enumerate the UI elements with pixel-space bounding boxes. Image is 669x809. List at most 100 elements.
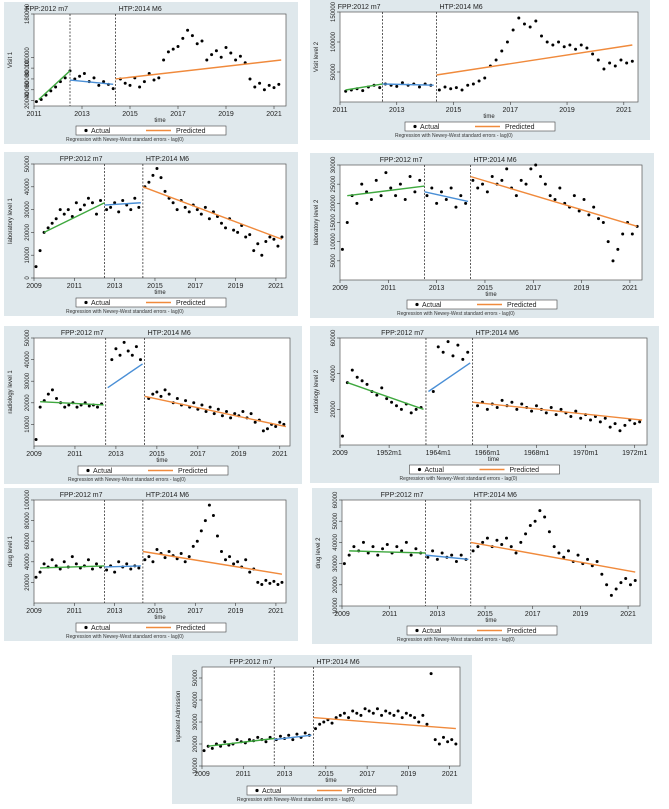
- y-tick-label: 10000: [331, 233, 337, 250]
- actual-point: [543, 515, 547, 519]
- actual-point: [183, 205, 187, 209]
- actual-point: [117, 210, 121, 214]
- plot-area: [201, 666, 461, 767]
- actual-point: [505, 167, 509, 171]
- x-tick-label: 2011: [67, 608, 82, 615]
- actual-point: [350, 368, 354, 372]
- legend-actual-marker: [255, 788, 259, 793]
- actual-point: [277, 82, 281, 86]
- actual-point: [212, 412, 216, 416]
- actual-point: [342, 711, 346, 715]
- actual-point: [74, 201, 78, 205]
- actual-point: [264, 578, 268, 582]
- x-tick-label: 2019: [574, 285, 590, 292]
- actual-point: [533, 519, 537, 523]
- actual-point: [444, 198, 448, 201]
- predicted-line-mid: [382, 83, 434, 86]
- actual-point: [200, 39, 204, 43]
- actual-point: [574, 409, 578, 413]
- actual-point: [340, 247, 344, 251]
- x-tick-label: 2013: [430, 611, 446, 618]
- y-axis-label: Visit 1: [8, 51, 14, 68]
- actual-point: [559, 407, 563, 411]
- actual-point: [446, 740, 450, 744]
- actual-point: [113, 570, 117, 574]
- actual-point: [54, 85, 58, 89]
- actual-point: [236, 230, 240, 234]
- legend-predicted-label: Predicted: [176, 128, 206, 135]
- actual-point: [175, 557, 179, 561]
- actual-point: [204, 409, 208, 413]
- actual-point: [167, 550, 171, 553]
- event-label: FPP:2012 m7: [381, 330, 424, 337]
- actual-point: [54, 564, 58, 568]
- actual-point: [256, 735, 260, 739]
- legend-predicted-label: Predicted: [505, 124, 535, 131]
- actual-point: [195, 208, 199, 212]
- actual-point: [618, 429, 622, 433]
- actual-point: [511, 28, 515, 32]
- actual-point: [544, 411, 548, 415]
- actual-point: [435, 557, 439, 561]
- legend-predicted-label: Predicted: [347, 788, 377, 795]
- actual-point: [552, 545, 556, 549]
- x-tick-label: 2013: [107, 283, 123, 290]
- actual-point: [211, 513, 215, 517]
- actual-point: [34, 575, 38, 579]
- actual-point: [426, 555, 430, 559]
- x-tick-label: 2015: [122, 111, 138, 118]
- actual-point: [436, 345, 440, 349]
- x-tick-label: 2009: [26, 283, 42, 290]
- actual-point: [509, 545, 513, 549]
- actual-point: [318, 722, 322, 726]
- y-axis-label: laboratory level 2: [314, 199, 320, 245]
- predicted-line-mid: [424, 191, 469, 203]
- actual-point: [524, 182, 528, 186]
- y-tick-label: 180000: [25, 3, 31, 24]
- actual-point: [278, 734, 282, 738]
- y-tick-label: 20000: [25, 223, 31, 240]
- actual-point: [425, 722, 429, 726]
- actual-point: [375, 707, 379, 711]
- actual-point: [369, 198, 373, 201]
- y-tick-label: 50000: [331, 63, 337, 80]
- actual-point: [70, 555, 74, 559]
- actual-point: [551, 43, 555, 47]
- x-tick-label: 2017: [170, 111, 186, 118]
- actual-point: [123, 81, 127, 85]
- actual-point: [614, 587, 618, 591]
- actual-point: [63, 76, 67, 80]
- actual-point: [86, 196, 90, 200]
- actual-point: [608, 425, 612, 429]
- actual-point: [203, 205, 207, 209]
- y-tick-label: 40000: [25, 351, 31, 368]
- plot-area: [339, 11, 639, 103]
- actual-point: [440, 551, 444, 555]
- x-axis-label: time: [154, 118, 166, 124]
- actual-point: [229, 416, 233, 420]
- y-tick-label: 50000: [333, 512, 339, 529]
- event-label: HTP:2014 M6: [119, 6, 162, 13]
- x-tick-label: 2019: [401, 771, 417, 778]
- y-tick-label: 30000: [25, 201, 31, 218]
- x-axis-label: time: [154, 615, 166, 621]
- regression-caption: Regression with Newey-West standard erro…: [237, 797, 355, 803]
- actual-point: [568, 43, 572, 47]
- actual-point: [417, 720, 421, 724]
- actual-point: [388, 711, 392, 715]
- actual-point: [258, 81, 262, 85]
- actual-point: [267, 83, 271, 87]
- chart-svg: 5000 10000 15000 20000 25000 30000 laboratory …: [314, 156, 643, 317]
- y-axis-label: drug level 2: [316, 537, 322, 569]
- x-tick-label: 2013: [277, 771, 293, 778]
- actual-point: [394, 404, 398, 408]
- y-tick-label: 100000: [331, 31, 337, 52]
- actual-point: [586, 557, 590, 561]
- actual-point: [253, 420, 257, 424]
- x-tick-label: 2021: [268, 608, 284, 615]
- actual-point: [38, 249, 42, 253]
- actual-point: [572, 194, 576, 198]
- x-tick-label: 2017: [359, 771, 375, 778]
- event-label: HTP:2014 M6: [146, 492, 189, 499]
- actual-point: [461, 357, 465, 361]
